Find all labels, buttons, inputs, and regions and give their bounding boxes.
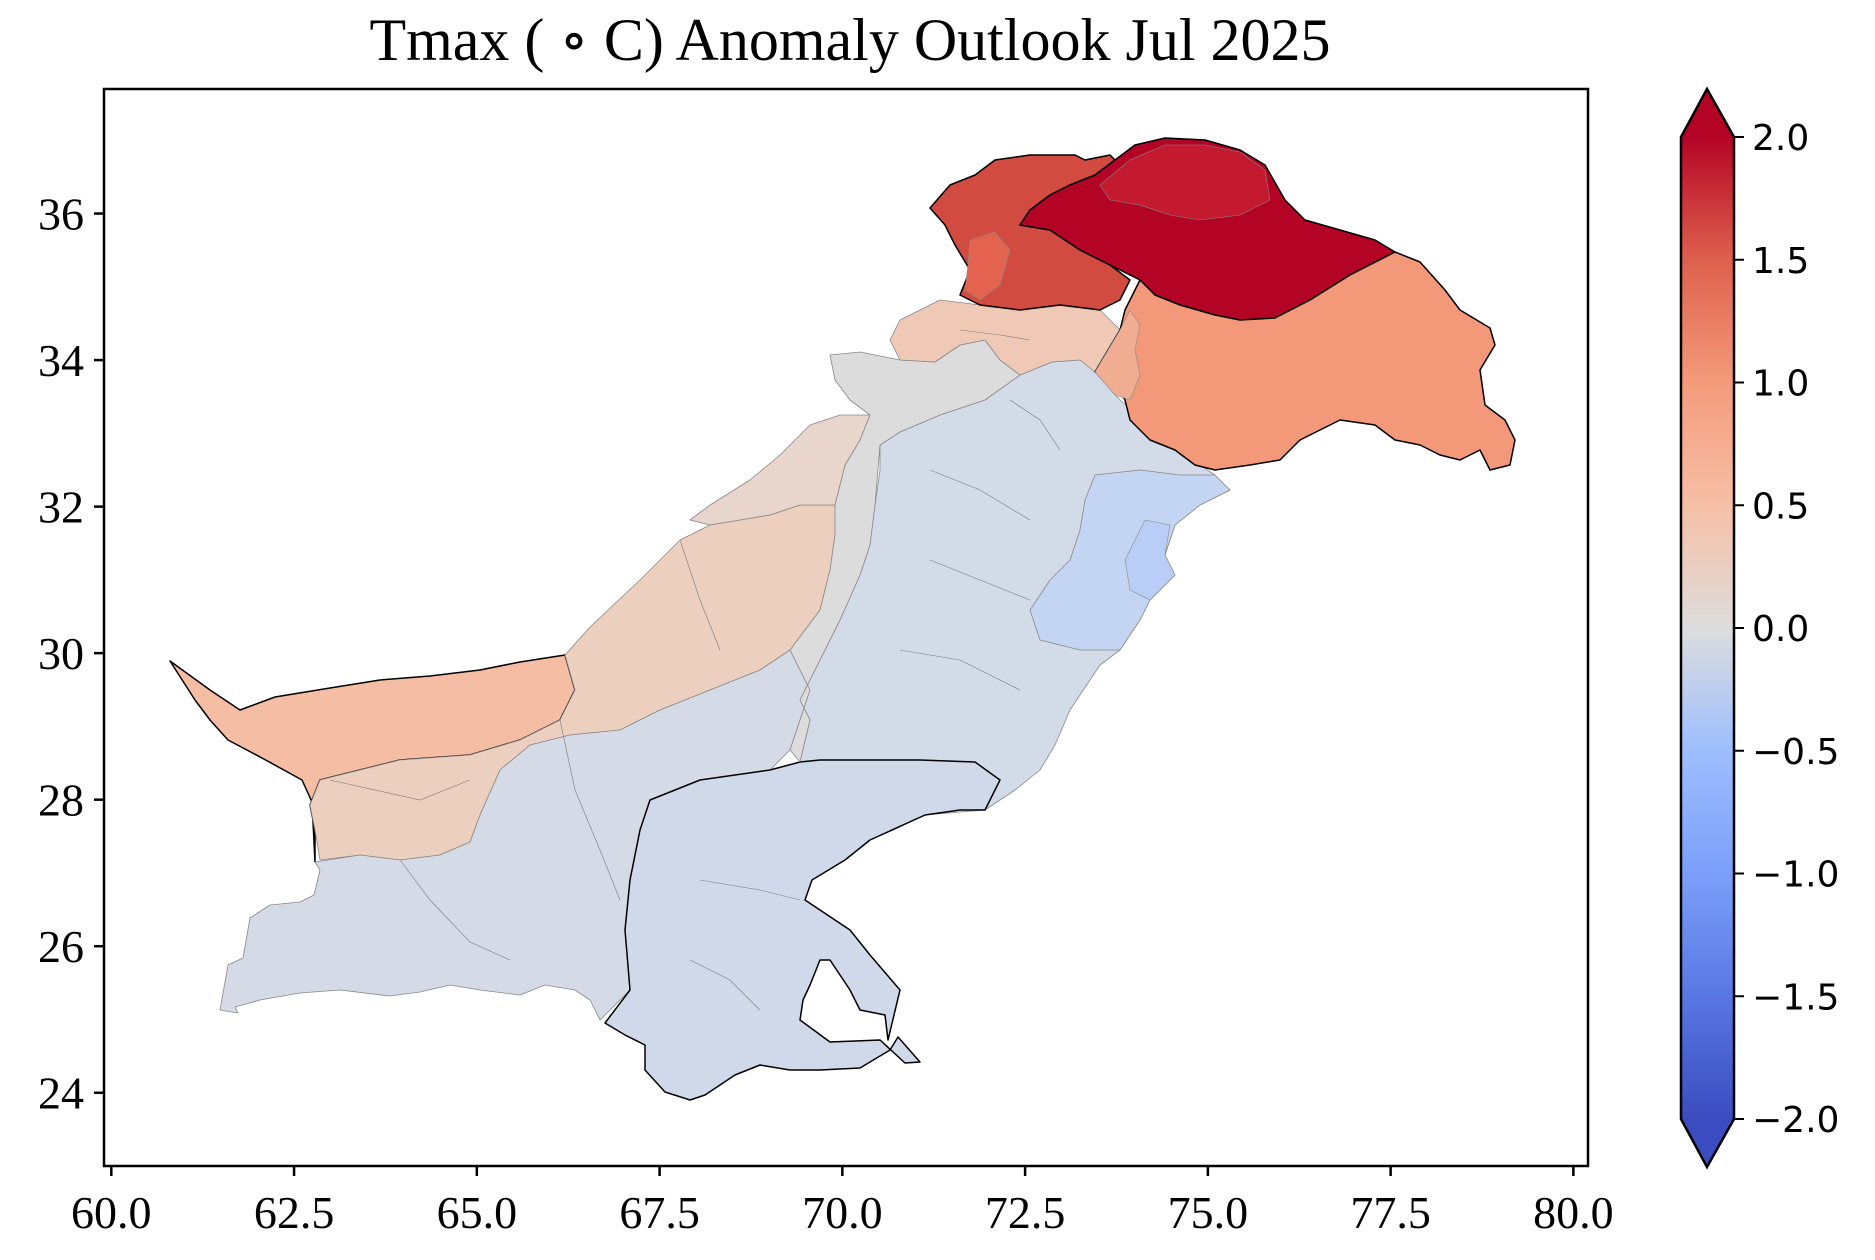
x-tick-label: 62.5: [254, 1187, 335, 1238]
colorbar-ticks: 2.0 1.5 1.0 0.5 0.0 −0.5 −1.0 −1.5 −2.0: [1734, 118, 1839, 1141]
colorbar: 2.0 1.5 1.0 0.5 0.0 −0.5 −1.0 −1.5 −2.0: [1679, 86, 1839, 1170]
colorbar-gradient: [1681, 137, 1734, 1119]
x-tick-label: 77.5: [1350, 1187, 1431, 1238]
y-tick-label: 26: [38, 921, 84, 972]
region-western-kp[interactable]: [689, 414, 871, 526]
colorbar-extend-min: [1681, 1119, 1734, 1167]
y-tick-label: 30: [38, 628, 84, 679]
y-tick-label: 28: [38, 775, 84, 826]
colorbar-tick-label: 1.5: [1752, 241, 1809, 282]
colorbar-tick-label: 0.5: [1752, 486, 1809, 527]
region-kashmir[interactable]: [1094, 251, 1516, 471]
x-tick-label: 60.0: [71, 1187, 152, 1238]
pakistan-map: [169, 137, 1516, 1101]
region-upper-kp-east[interactable]: [964, 231, 1011, 301]
y-tick-label: 32: [38, 482, 84, 533]
y-axis: 24 26 28 30 32 34 36: [38, 189, 104, 1119]
colorbar-tick-label: 0.0: [1752, 609, 1809, 650]
region-punjab-coldest[interactable]: [1124, 519, 1176, 601]
colorbar-tick-label: −0.5: [1752, 732, 1839, 773]
y-tick-label: 36: [38, 189, 84, 240]
chart-title: Tmax ( ∘ C) Anomaly Outlook Jul 2025: [369, 7, 1330, 73]
region-sindh[interactable]: [604, 759, 1001, 1101]
x-tick-label: 75.0: [1168, 1187, 1249, 1238]
x-tick-label: 67.5: [619, 1187, 700, 1238]
x-tick-label: 70.0: [802, 1187, 883, 1238]
x-tick-label: 65.0: [437, 1187, 518, 1238]
colorbar-tick-label: 1.0: [1752, 364, 1809, 405]
colorbar-tick-label: −2.0: [1752, 1100, 1839, 1141]
region-gilgit-west[interactable]: [1099, 144, 1271, 221]
x-tick-label: 72.5: [985, 1187, 1066, 1238]
colorbar-tick-label: 2.0: [1752, 118, 1809, 159]
district-borders: [329, 329, 1061, 1011]
colorbar-tick-label: −1.5: [1752, 977, 1839, 1018]
x-axis: 60.0 62.5 65.0 67.5 70.0 72.5 75.0 77.5 80.0: [71, 1166, 1614, 1238]
x-tick-label: 80.0: [1533, 1187, 1614, 1238]
y-tick-label: 24: [38, 1068, 84, 1119]
y-tick-label: 34: [38, 335, 84, 386]
colorbar-tick-label: −1.0: [1752, 855, 1839, 896]
colorbar-extend-max: [1681, 89, 1734, 137]
region-azad-kashmir[interactable]: [1094, 309, 1141, 401]
